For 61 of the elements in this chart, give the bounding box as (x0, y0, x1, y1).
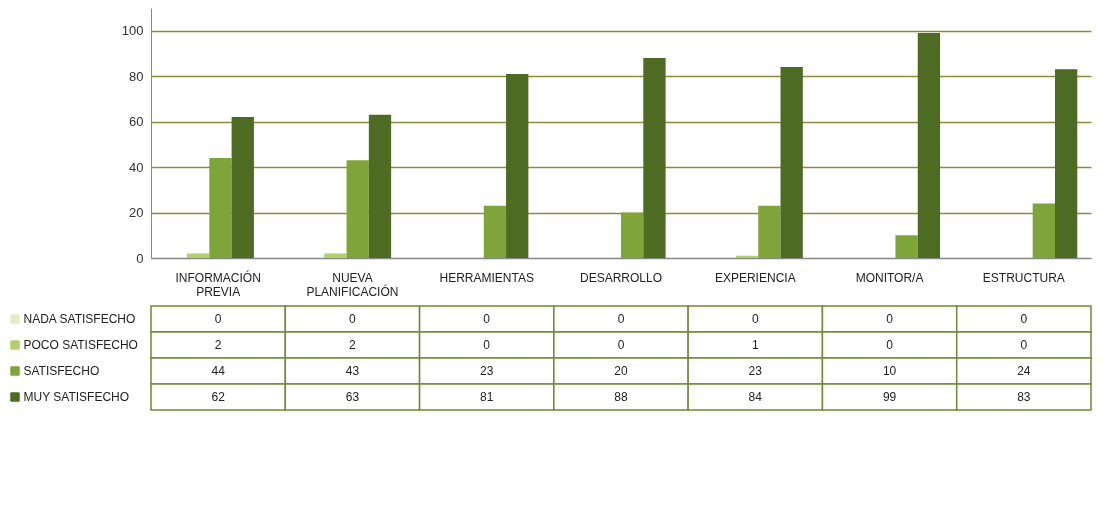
data-label: 23 (480, 364, 494, 378)
data-label: 0 (617, 312, 625, 326)
bar (368, 114, 392, 258)
x-tick-label: DESARROLLO (579, 270, 663, 285)
data-label: 0 (617, 338, 625, 352)
y-tick-label: 100 (121, 23, 144, 39)
bar (643, 58, 666, 258)
data-label: 0 (751, 312, 759, 326)
bar (346, 160, 369, 258)
data-label: 0 (886, 312, 894, 326)
bar (1032, 203, 1055, 258)
legend-label: NADA SATISFECHO (23, 312, 136, 326)
data-label: 2 (349, 338, 357, 352)
data-label: 20 (614, 364, 628, 378)
y-tick-label: 0 (136, 250, 144, 266)
bar (1054, 69, 1078, 258)
data-label: 88 (614, 390, 628, 404)
data-label: 0 (1020, 338, 1028, 352)
data-label: 83 (1017, 390, 1031, 404)
data-label: 63 (345, 390, 360, 404)
data-label: 10 (882, 364, 897, 378)
data-label: 0 (1020, 312, 1028, 326)
bar (209, 158, 232, 258)
bar (758, 205, 781, 258)
bar (483, 205, 507, 258)
bar (917, 33, 941, 258)
bar (780, 67, 803, 258)
legend-label: MUY SATISFECHO (23, 390, 130, 404)
x-tick-label: MONITOR/A (855, 270, 924, 285)
data-label: 0 (886, 338, 894, 352)
x-tick-label: EXPERIENCIA (714, 270, 796, 285)
x-tick-label: HERRAMIENTAS (439, 270, 534, 285)
bar (231, 117, 254, 258)
data-label: 0 (349, 312, 357, 326)
legend-label: POCO SATISFECHO (23, 338, 138, 352)
data-label: 84 (748, 390, 763, 404)
data-label: 1 (751, 338, 759, 352)
data-label: 0 (214, 312, 222, 326)
bar (506, 73, 529, 258)
legend-label: SATISFECHO (23, 364, 100, 378)
data-label: 44 (211, 364, 226, 378)
data-label: 2 (214, 338, 222, 352)
bar (324, 253, 347, 258)
data-label: 99 (882, 390, 897, 404)
bar (187, 253, 210, 258)
data-label: 0 (483, 338, 491, 352)
bar (895, 235, 918, 258)
x-tick-label: INFORMACIÓN PREVIA (175, 269, 261, 299)
x-tick-label: NUEVA PLANIFICACIÓN (306, 270, 399, 299)
y-tick-label: 40 (129, 159, 144, 175)
data-label: 23 (748, 364, 763, 378)
data-label: 81 (480, 390, 494, 404)
data-label: 24 (1017, 364, 1031, 378)
y-tick-label: 80 (129, 68, 144, 84)
y-tick-label: 60 (129, 114, 144, 130)
data-label: 43 (345, 364, 360, 378)
bar (621, 212, 644, 258)
x-tick-label: ESTRUCTURA (982, 270, 1065, 285)
data-label: 62 (211, 390, 226, 404)
data-label: 0 (483, 312, 491, 326)
y-tick-label: 20 (129, 205, 144, 221)
